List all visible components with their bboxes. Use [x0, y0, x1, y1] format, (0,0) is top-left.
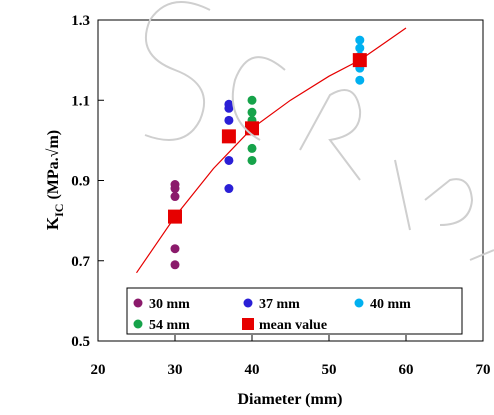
legend-swatch [133, 319, 143, 329]
data-point [247, 95, 257, 105]
data-point [170, 244, 180, 254]
x-tick-label: 20 [91, 362, 106, 378]
x-tick-label: 70 [476, 362, 491, 378]
data-point [355, 43, 365, 53]
mean-value-marker [245, 121, 259, 136]
data-point [170, 192, 180, 202]
x-tick-label: 40 [245, 362, 260, 378]
data-point [224, 115, 234, 125]
y-tick-label: 1.3 [71, 13, 90, 29]
data-point [224, 184, 234, 194]
data-point [247, 107, 257, 117]
x-axis-ticks: 20 30 40 50 60 70 [91, 335, 491, 378]
legend: 30 mm 37 mm 40 mm 54 mm mean value [126, 287, 463, 335]
data-point [224, 103, 234, 113]
y-tick-label: 0.9 [71, 174, 90, 190]
legend-label: 30 mm [149, 297, 190, 312]
legend-items: 30 mm 37 mm 40 mm 54 mm mean value [133, 297, 411, 333]
legend-label: mean value [259, 318, 327, 333]
y-axis-label-main: K [43, 216, 62, 230]
data-point [224, 155, 234, 165]
data-point [247, 143, 257, 153]
x-tick-label: 60 [399, 362, 414, 378]
mean-value-marker [221, 129, 236, 144]
mean-value-marker [168, 209, 182, 224]
legend-box [126, 287, 463, 335]
data-point [355, 75, 365, 85]
y-tick-label: 0.7 [71, 254, 90, 270]
data-point [170, 260, 180, 270]
data-points [168, 35, 367, 270]
y-axis-label: KIC (MPa.√m) [43, 130, 66, 230]
y-axis-label-sub: IC [52, 204, 66, 217]
x-tick-label: 30 [168, 362, 183, 378]
legend-swatch [133, 298, 143, 308]
legend-label: 54 mm [149, 318, 190, 333]
x-axis-label: Diameter (mm) [238, 391, 343, 408]
x-tick-label: 50 [322, 362, 337, 378]
data-point [247, 155, 257, 165]
y-axis-ticks: 0.5 0.7 0.9 1.1 1.3 [71, 13, 104, 350]
legend-swatch [354, 298, 364, 308]
data-point [170, 184, 180, 194]
y-axis-label-rest: (MPa.√m) [45, 130, 62, 204]
y-tick-label: 1.1 [71, 93, 90, 109]
legend-label: 40 mm [370, 297, 411, 312]
legend-swatch [243, 298, 253, 308]
y-tick-label: 0.5 [71, 334, 90, 350]
legend-label: 37 mm [259, 297, 300, 312]
legend-swatch [242, 318, 254, 330]
mean-value-marker [352, 53, 367, 68]
data-point [355, 35, 365, 45]
